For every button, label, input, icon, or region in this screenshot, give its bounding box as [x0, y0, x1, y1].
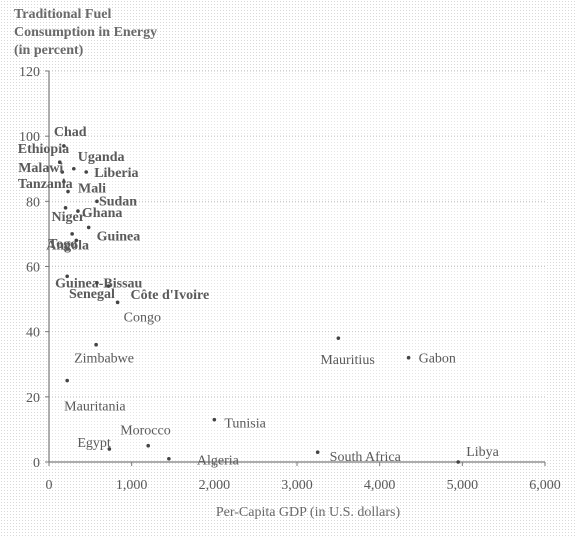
data-label: Egypt [77, 436, 111, 451]
data-label: South Africa [330, 450, 402, 465]
data-point [167, 456, 171, 461]
data-point [66, 189, 70, 194]
data-label: Liberia [94, 166, 138, 181]
y-tick-label: 80 [26, 195, 40, 210]
data-label: Ethiopia [18, 142, 69, 157]
data-point [212, 417, 217, 422]
data-point [72, 166, 76, 171]
x-tick-label: 6,000 [529, 478, 561, 493]
data-label: Tanzania [18, 177, 73, 192]
y-axis-title: Traditional Fuel Consumption in Energy (… [14, 6, 157, 60]
data-label: Angola [46, 238, 89, 253]
data-label: Côte d'Ivoire [131, 288, 210, 303]
data-label: Mauritius [320, 353, 374, 368]
data-point [456, 460, 461, 464]
data-label: Morocco [120, 424, 171, 439]
x-tick-label: 5,000 [447, 478, 479, 493]
y-tick-label: 60 [26, 261, 40, 276]
data-point [86, 225, 91, 230]
data-label: Malawi [18, 161, 63, 176]
data-point [315, 450, 320, 455]
y-axis-title-line-1: Traditional Fuel [14, 7, 112, 22]
x-tick-label: 2,000 [199, 478, 231, 493]
y-axis-title-line-3: (in percent) [14, 43, 84, 58]
data-point [70, 232, 74, 236]
data-point [57, 160, 62, 165]
y-tick-label: 0 [33, 456, 40, 471]
data-point [95, 280, 99, 285]
data-label: Congo [124, 310, 161, 325]
data-label: Mauritania [64, 400, 126, 415]
data-label: Guinea-Bissau [55, 276, 142, 291]
y-tick-label: 100 [19, 130, 40, 145]
data-point [76, 209, 80, 213]
data-label: Mali [78, 182, 106, 197]
data-label: Tunisia [224, 417, 266, 432]
x-tick-label: 1,000 [116, 478, 148, 493]
data-label: Algeria [197, 454, 240, 469]
data-point [146, 443, 150, 448]
data-label: Ghana [82, 206, 122, 221]
data-label: Senegal [69, 287, 115, 302]
x-axis-title: Per-Capita GDP (in U.S. dollars) [215, 505, 401, 520]
data-label: Gabon [419, 352, 456, 367]
data-label: Uganda [78, 150, 125, 165]
data-point [84, 170, 88, 174]
data-point [74, 238, 79, 243]
y-tick-label: 40 [26, 326, 40, 341]
data-point [94, 342, 98, 347]
data-point [62, 179, 66, 184]
data-point [106, 284, 111, 288]
plot-area [49, 71, 545, 462]
data-label: Chad [54, 125, 87, 140]
data-point [63, 206, 68, 210]
data-label: Togo [48, 237, 77, 252]
data-label: Zimbabwe [74, 352, 134, 367]
data-label: Sudan [99, 194, 137, 209]
data-point [65, 378, 69, 383]
data-point [115, 300, 120, 305]
data-label: Niger [52, 210, 85, 225]
data-point [336, 336, 341, 340]
data-point [62, 144, 66, 148]
data-label: Guinea [97, 229, 141, 244]
y-axis-title-line-2: Consumption in Energy [14, 25, 158, 40]
data-point [107, 447, 112, 451]
data-label: Libya [466, 445, 499, 460]
data-point [406, 355, 411, 360]
x-tick-label: 0 [46, 478, 53, 493]
y-tick-label: 120 [19, 65, 40, 80]
data-point [95, 199, 99, 204]
x-tick-label: 3,000 [281, 478, 313, 493]
data-point [60, 170, 65, 174]
data-point [65, 274, 69, 279]
x-axis-title-wrapper: Per-Capita GDP (in U.S. dollars) [0, 505, 576, 521]
x-tick-label: 4,000 [364, 478, 396, 493]
y-tick-label: 20 [26, 391, 40, 406]
